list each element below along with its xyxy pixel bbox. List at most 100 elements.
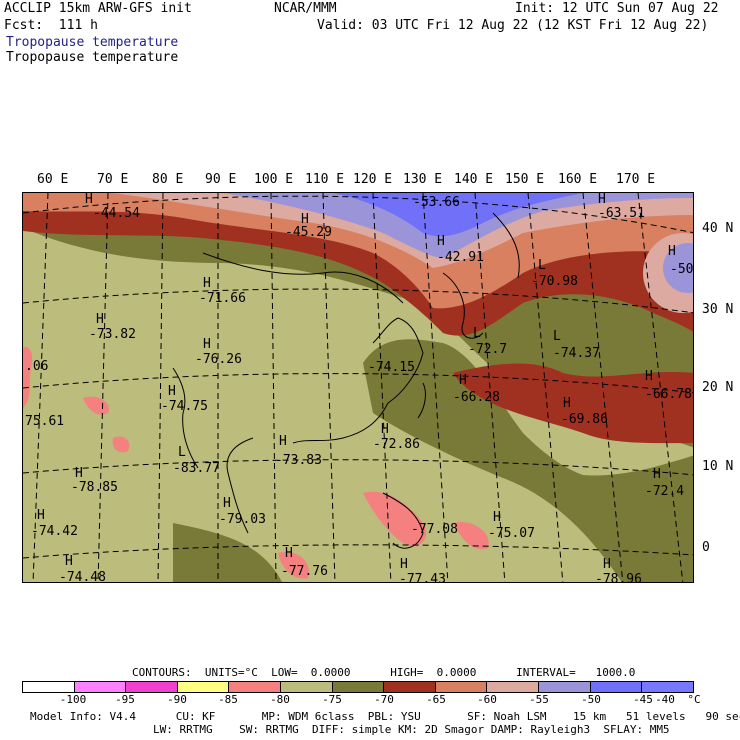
lat-label: 10 N (702, 459, 734, 474)
extremum-value: -73.83 (275, 453, 322, 468)
colorbar-swatch (487, 682, 540, 692)
extremum-value: -74.42 (31, 524, 78, 539)
extremum-value: -79.03 (219, 512, 266, 527)
colorbar (22, 681, 694, 693)
map-panel: H -44.54 H -45.29 -53.66 H -63.51 H -42.… (22, 192, 694, 583)
extremum-value: -70.98 (531, 274, 578, 289)
extremum-mark: H (96, 312, 104, 327)
shade-neg75-70 (363, 339, 693, 582)
colorbar-label: -50 (581, 693, 601, 706)
extremum-mark: H (563, 396, 571, 411)
extremum-mark: H (645, 369, 653, 384)
lat-label: 0 (702, 540, 710, 555)
colorbar-label: -90 (167, 693, 187, 706)
contour-info: CONTOURS: UNITS=°C LOW= 0.0000 HIGH= 0.0… (132, 666, 636, 679)
extremum-mark: H (168, 384, 176, 399)
extremum-mark: H (603, 557, 611, 572)
extremum-value: -75.07 (488, 526, 535, 541)
extremum-mark: H (203, 337, 211, 352)
colorbar-label: -45 (633, 693, 653, 706)
extremum-mark: H (203, 276, 211, 291)
forecast-hour: Fcst: 111 h (4, 18, 98, 33)
lon-label: 120 E (353, 172, 393, 187)
extremum-value: -66.28 (453, 390, 500, 405)
colorbar-label: -55 (529, 693, 549, 706)
extremum-value: -73.82 (89, 327, 136, 342)
colorbar-swatch (332, 682, 385, 692)
extremum-value: 75.61 (25, 414, 65, 429)
tropopause-temperature-map (23, 193, 693, 582)
colorbar-label: -40 (655, 693, 675, 706)
colorbar-label: -60 (477, 693, 497, 706)
colorbar-swatch (435, 682, 488, 692)
extremum-value: -63.51 (598, 206, 645, 221)
shade-neg85-80 (23, 346, 33, 408)
colorbar-swatch (229, 682, 282, 692)
extremum-mark: L (178, 445, 186, 460)
extremum-value: -78.96 (595, 572, 642, 583)
extremum-mark: H (285, 546, 293, 561)
colorbar-swatch (126, 682, 178, 692)
model-info-line-2: LW: RRTMG SW: RRTMG DIFF: simple KM: 2D … (153, 723, 670, 736)
lon-label: 150 E (505, 172, 545, 187)
colorbar-label: -85 (218, 693, 238, 706)
extremum-value: -77.43 (399, 572, 446, 583)
valid-time: Valid: 03 UTC Fri 12 Aug 22 (12 KST Fri … (317, 18, 709, 33)
lon-label: 90 E (205, 172, 237, 187)
extremum-value: -69.86 (561, 412, 608, 427)
colorbar-label: -100 (59, 693, 87, 706)
extremum-mark: H (381, 422, 389, 437)
shade-neg55-50 (663, 243, 693, 293)
extremum-mark: L (538, 258, 546, 273)
colorbar-label: -70 (374, 693, 394, 706)
extremum-mark: H (653, 467, 661, 482)
colorbar-label: -75 (322, 693, 342, 706)
field-title-contour: Tropopause temperature (6, 50, 179, 65)
extremum-value: -77.76 (281, 564, 328, 579)
lon-label: 80 E (152, 172, 184, 187)
colorbar-swatch (23, 682, 75, 692)
colorbar-label: -80 (270, 693, 290, 706)
lat-label: 30 N (702, 302, 734, 317)
field-title-shaded: Tropopause temperature (6, 35, 179, 50)
extremum-value: -44.54 (93, 206, 140, 221)
colorbar-swatch (177, 682, 230, 692)
shade-neg85-80 (278, 552, 309, 579)
center-title: NCAR/MMM (274, 1, 337, 16)
extremum-mark: H (85, 192, 93, 207)
extremum-value: -71.66 (199, 291, 246, 306)
extremum-value: -72.4 (645, 484, 685, 499)
extremum-value: -42.91 (437, 250, 484, 265)
extremum-value: -53.66 (413, 195, 460, 210)
lon-label: 110 E (305, 172, 345, 187)
shade-neg85-80 (83, 396, 109, 415)
extremum-value: -83.77 (173, 461, 220, 476)
extremum-mark: L (473, 326, 481, 341)
extremum-value: -45.29 (285, 225, 332, 240)
shade-neg85-80 (112, 436, 130, 453)
shade-neg85-80 (453, 522, 489, 550)
extremum-value: -74.37 (553, 346, 600, 361)
extremum-mark: H (459, 373, 467, 388)
extremum-mark: H (65, 554, 73, 569)
shade-neg85-80 (363, 491, 427, 547)
extremum-value: -72.7 (468, 342, 508, 357)
model-info-line-1: Model Info: V4.4 CU: KF MP: WDM 6class P… (30, 710, 740, 723)
shade-neg80-75 (23, 489, 123, 582)
extremum-value: -78.85 (71, 480, 118, 495)
extremum-value: -72.86 (373, 437, 420, 452)
extremum-mark: L (553, 329, 561, 344)
extremum-mark: H (598, 192, 606, 207)
extremum-mark: H (37, 508, 45, 523)
extremum-value: -77.08 (411, 522, 458, 537)
extremum-mark: H (493, 510, 501, 525)
colorbar-unit: °C (687, 693, 701, 706)
extremum-value: -74.15 (368, 360, 415, 375)
shade-neg75-70 (173, 523, 282, 582)
extremum-value: .06 (25, 359, 49, 374)
extremum-mark: H (223, 496, 231, 511)
extremum-mark: H (279, 434, 287, 449)
lat-label: 20 N (702, 380, 734, 395)
shade-neg70-65 (453, 363, 693, 444)
colorbar-swatch (384, 682, 436, 692)
